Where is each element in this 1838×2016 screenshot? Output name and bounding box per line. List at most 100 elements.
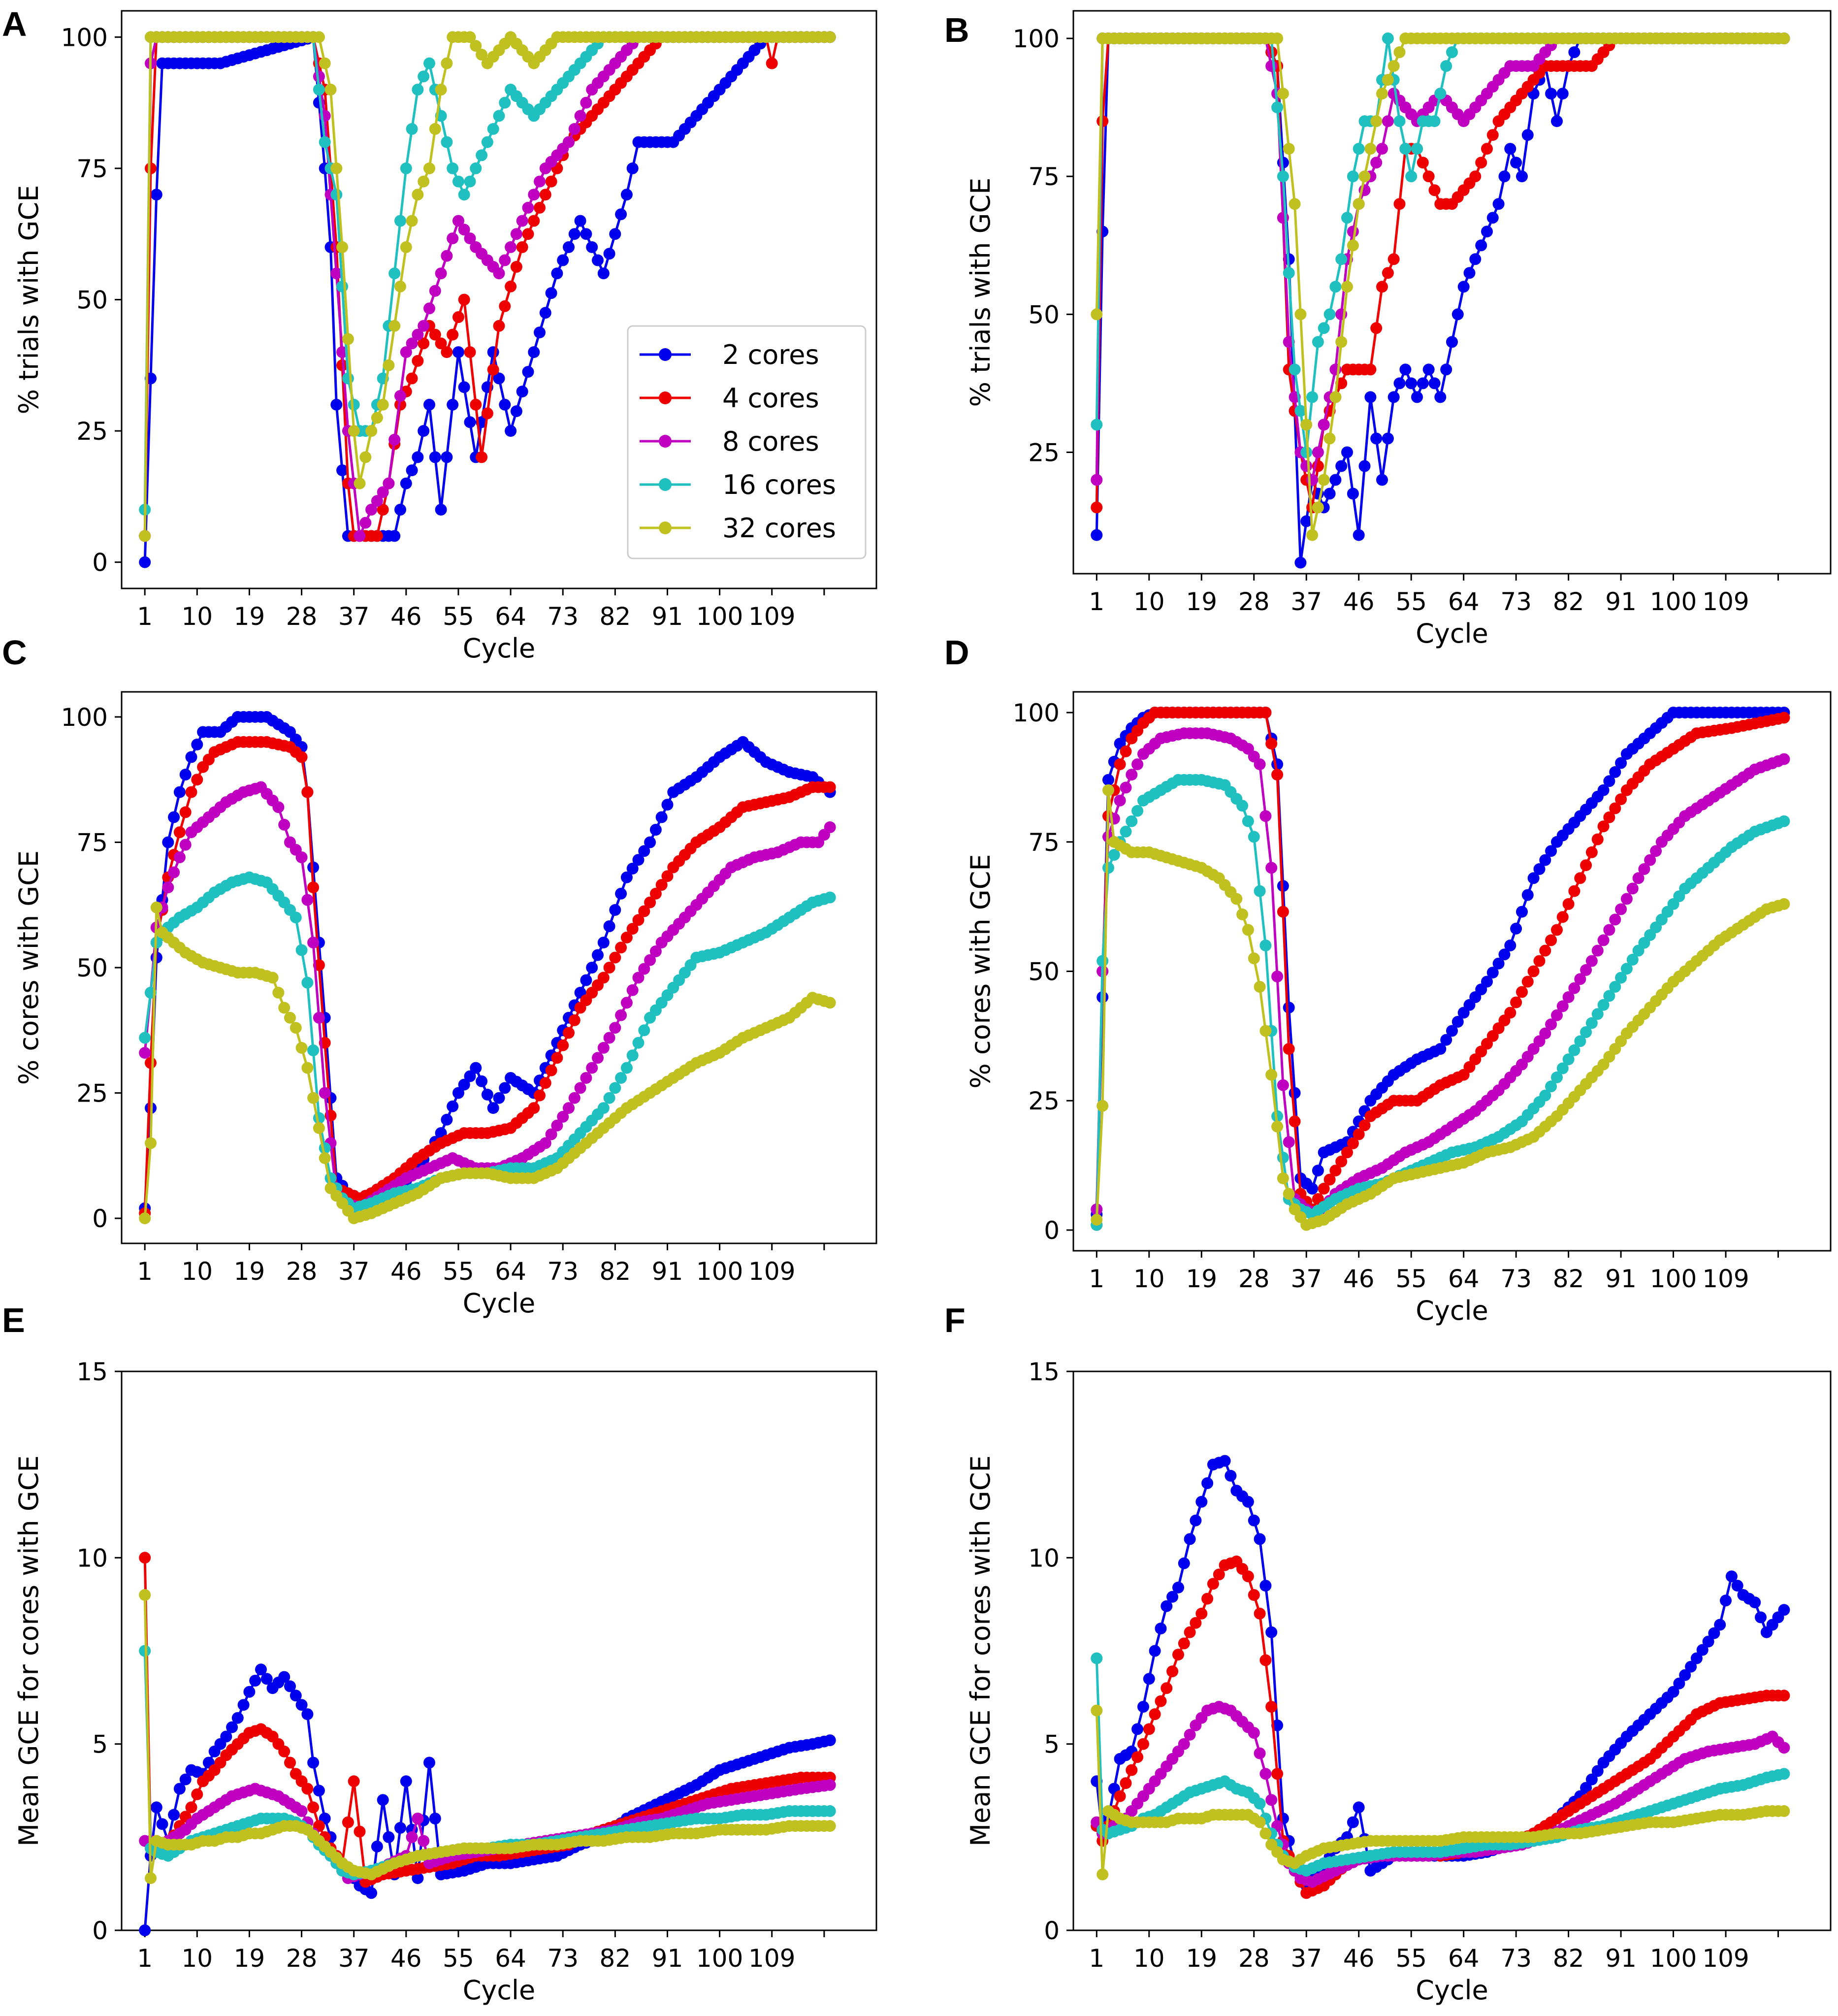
data-point — [1259, 810, 1272, 822]
data-point — [406, 215, 418, 227]
y-tick-label: 25 — [1028, 438, 1060, 467]
data-point — [1323, 1173, 1336, 1186]
data-point — [1335, 1155, 1348, 1168]
data-point — [649, 887, 662, 900]
data-point — [545, 175, 557, 188]
data-point — [435, 267, 447, 280]
x-tick-label: 46 — [390, 1944, 422, 1973]
data-point — [423, 57, 435, 69]
data-point — [1603, 775, 1615, 787]
data-point — [1358, 460, 1371, 472]
data-point — [278, 1002, 290, 1014]
data-point — [336, 280, 349, 293]
data-point — [1347, 1816, 1359, 1828]
data-point — [1545, 88, 1557, 100]
data-point — [249, 1675, 261, 1687]
data-point — [301, 1708, 314, 1721]
x-tick-label: 10 — [181, 1257, 213, 1286]
data-point — [522, 228, 534, 240]
data-point — [1609, 981, 1621, 993]
x-tick-label: 91 — [652, 602, 683, 631]
data-point — [1393, 198, 1406, 210]
x-axis-label: Cycle — [463, 1288, 536, 1319]
data-point — [295, 1041, 308, 1054]
data-point — [464, 346, 476, 358]
data-point — [1277, 170, 1289, 183]
data-point — [348, 1775, 360, 1788]
x-tick-label: 64 — [495, 602, 526, 631]
data-point — [539, 1077, 551, 1089]
data-point — [470, 162, 482, 174]
y-tick-label: 100 — [1013, 25, 1060, 53]
data-point — [1481, 226, 1493, 238]
data-point — [418, 320, 430, 332]
data-point — [597, 1041, 610, 1054]
data-point — [301, 894, 314, 906]
data-point — [1248, 952, 1260, 965]
data-point — [394, 1821, 406, 1834]
data-point — [342, 1816, 354, 1828]
data-point — [1457, 281, 1470, 293]
data-point — [354, 477, 366, 489]
data-point — [1446, 1025, 1458, 1037]
data-point — [824, 1734, 836, 1747]
data-point — [824, 1779, 836, 1791]
data-point — [429, 1813, 441, 1824]
data-point — [226, 1721, 238, 1733]
data-point — [423, 302, 435, 315]
data-point — [609, 904, 621, 916]
data-point — [1353, 529, 1365, 541]
data-point — [1323, 488, 1336, 500]
data-point — [1521, 889, 1534, 901]
legend-swatch-marker — [659, 391, 672, 404]
x-tick-label: 1 — [137, 602, 153, 631]
data-point — [620, 997, 633, 1009]
legend-entry: 2 cores — [722, 339, 819, 370]
data-point — [638, 1024, 650, 1037]
data-point — [476, 48, 488, 61]
data-point — [371, 495, 383, 507]
data-point — [394, 504, 406, 516]
data-point — [1242, 924, 1254, 936]
data-point — [1207, 1578, 1219, 1590]
data-point — [638, 905, 650, 917]
data-point — [458, 381, 470, 393]
plot-frame-f — [1072, 1370, 1832, 1931]
legend-entry: 16 cores — [722, 469, 836, 500]
data-point — [1271, 33, 1284, 44]
data-point — [620, 1062, 633, 1074]
data-point — [1184, 1626, 1196, 1638]
data-point — [1108, 849, 1120, 861]
data-point — [464, 416, 476, 428]
x-tick-label: 10 — [1133, 1944, 1165, 1973]
data-point — [586, 962, 598, 974]
data-point — [1283, 143, 1295, 155]
data-point — [1545, 1080, 1557, 1093]
data-point — [557, 254, 569, 266]
data-point — [1259, 1768, 1272, 1780]
data-point — [609, 1022, 621, 1034]
data-point — [1259, 940, 1272, 951]
x-tick-label: 10 — [181, 1944, 213, 1973]
data-point — [1277, 906, 1289, 918]
data-point — [1091, 419, 1103, 431]
series-32-cores — [1091, 784, 1790, 1231]
x-tick-label: 28 — [286, 1944, 318, 1973]
legend-swatch-marker — [659, 521, 672, 534]
data-point — [307, 1092, 320, 1104]
data-point — [365, 425, 378, 437]
data-point — [1265, 738, 1278, 750]
data-point — [534, 175, 546, 188]
data-point — [464, 232, 476, 245]
data-point — [1184, 1728, 1196, 1741]
data-point — [1271, 101, 1284, 114]
data-point — [824, 1805, 836, 1817]
data-point — [505, 241, 517, 253]
data-point — [400, 162, 412, 174]
y-tick-label: 15 — [1028, 1358, 1060, 1386]
series-line — [143, 785, 831, 1210]
data-point — [1201, 1593, 1214, 1605]
data-point — [1574, 872, 1586, 884]
data-point — [342, 333, 354, 345]
data-point — [603, 962, 615, 974]
